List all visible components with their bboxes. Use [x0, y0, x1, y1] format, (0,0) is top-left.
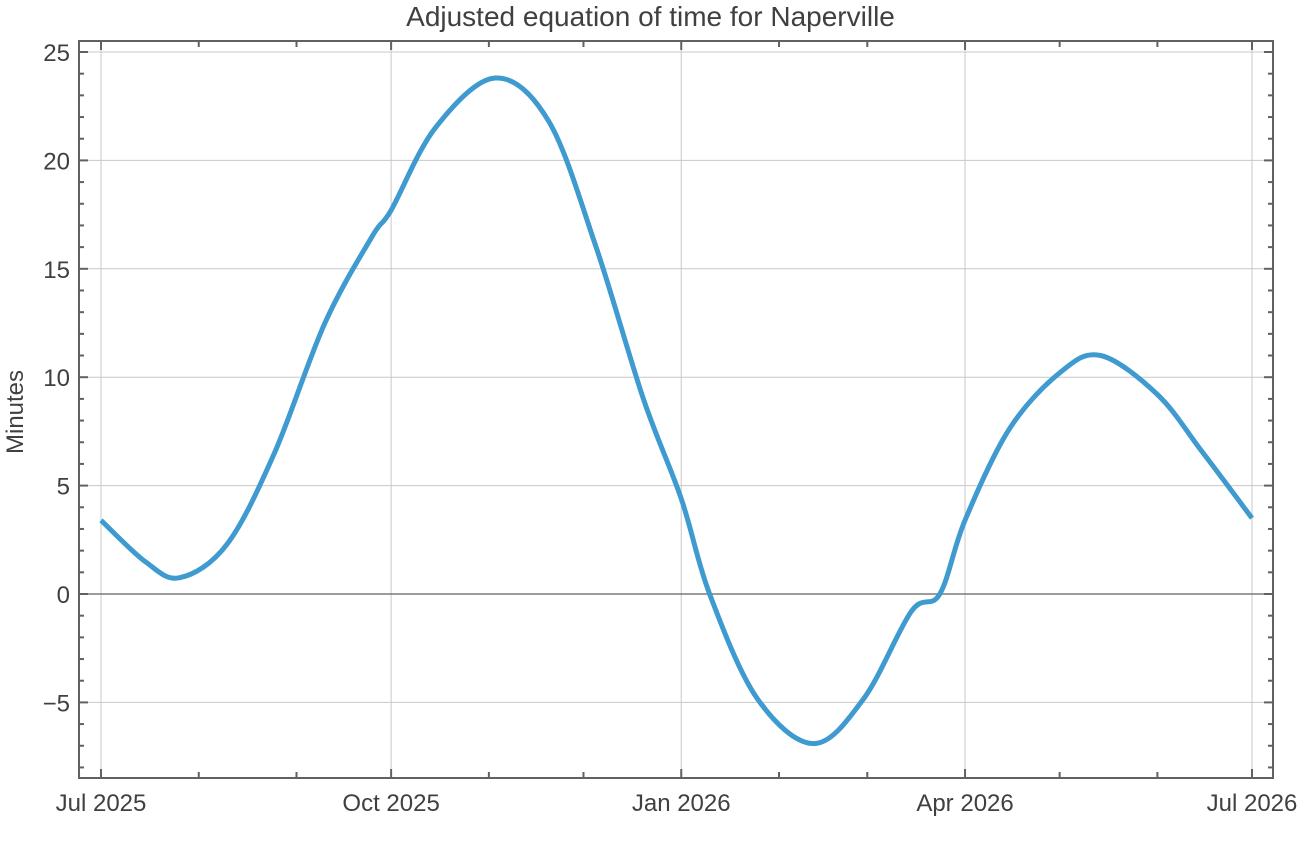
plot-frame — [78, 40, 1274, 779]
axis-ticks — [79, 41, 1273, 778]
x-tick-label: Jul 2026 — [1207, 790, 1298, 817]
data-line — [99, 75, 1255, 747]
y-tick-label: 20 — [43, 148, 70, 175]
grid-lines — [79, 41, 1273, 778]
y-tick-label: 25 — [43, 40, 70, 67]
x-axis-tick-labels: Jul 2025 Oct 2025 Jan 2026 Apr 2026 Jul 2026 — [56, 790, 1298, 817]
chart-title: Adjusted equation of time for Naperville — [406, 1, 895, 32]
x-tick-label: Apr 2026 — [916, 790, 1013, 817]
y-axis-tick-labels: −5 0 5 10 15 20 25 — [43, 40, 70, 717]
x-tick-label: Oct 2025 — [342, 790, 439, 817]
x-tick-label: Jan 2026 — [632, 790, 731, 817]
x-tick-label: Jul 2025 — [56, 790, 147, 817]
y-tick-label: 10 — [43, 365, 70, 392]
y-tick-label: 5 — [57, 474, 70, 501]
y-tick-label: 0 — [57, 582, 70, 609]
y-tick-label: 15 — [43, 257, 70, 284]
y-tick-label: −5 — [43, 690, 70, 717]
